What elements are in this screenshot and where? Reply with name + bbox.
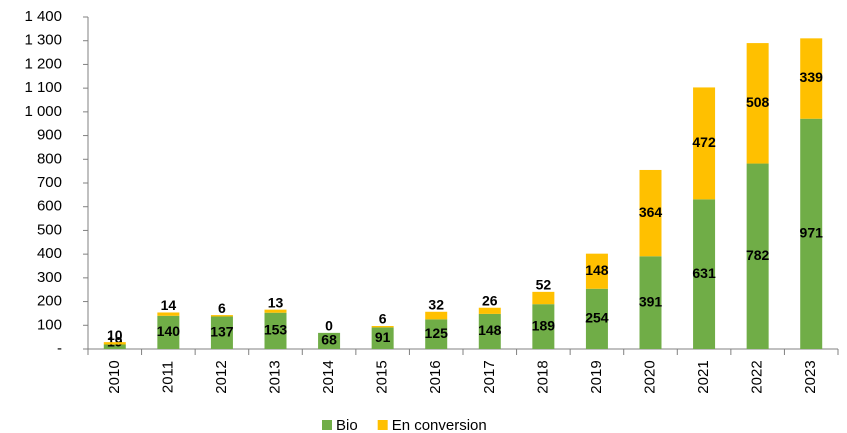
value-label: 148 — [478, 322, 502, 338]
y-tick-label: 1 100 — [24, 79, 62, 96]
x-tick-label: 2016 — [427, 360, 444, 393]
value-label: 140 — [157, 323, 181, 339]
x-tick-label: 2021 — [695, 360, 712, 393]
y-tick-label: 1 000 — [24, 103, 62, 120]
y-tick-label: 1 300 — [24, 32, 62, 49]
value-label: 6 — [379, 311, 387, 327]
x-tick-label: 2017 — [481, 360, 498, 393]
x-tick-label: 2018 — [534, 360, 551, 393]
bar-segment — [210, 315, 233, 317]
bar-segment — [746, 163, 769, 349]
x-tick-label: 2020 — [641, 360, 658, 393]
value-label: 14 — [161, 297, 177, 313]
bar-segment — [264, 309, 287, 313]
bar-segment — [800, 118, 823, 349]
legend-swatch — [322, 420, 332, 430]
value-label: 391 — [639, 293, 663, 309]
y-tick-label: 700 — [37, 174, 62, 191]
value-label: 137 — [210, 323, 234, 339]
value-label: 631 — [692, 265, 716, 281]
bar-segment — [693, 87, 716, 200]
bar-segment — [585, 253, 608, 289]
x-tick-label: 2010 — [106, 360, 123, 393]
value-label: 254 — [585, 310, 609, 326]
x-tick-label: 2014 — [320, 360, 337, 393]
bar-segment — [478, 313, 501, 349]
legend-label: En conversion — [392, 417, 487, 433]
legend-swatch — [377, 420, 388, 430]
bar-segment — [639, 256, 662, 349]
bar-segment — [746, 43, 769, 164]
y-tick-label: 100 — [37, 316, 62, 333]
bar-segment — [210, 316, 233, 349]
x-tick-label: 2013 — [266, 360, 283, 393]
value-label: 153 — [264, 322, 288, 338]
value-label: 125 — [425, 325, 449, 341]
x-tick-label: 2011 — [159, 361, 176, 393]
y-tick-label: 600 — [37, 198, 62, 215]
x-tick-label: 2012 — [213, 360, 230, 393]
value-label: 971 — [800, 225, 824, 241]
y-tick-label: 400 — [37, 245, 62, 262]
bar-segment — [157, 315, 180, 349]
bar-segment — [532, 304, 555, 349]
value-label: 508 — [746, 94, 770, 110]
bar-segment — [103, 344, 126, 349]
bar-segment — [103, 342, 126, 345]
bar-segment — [371, 327, 394, 349]
value-label: 189 — [532, 317, 556, 333]
value-label: 339 — [800, 69, 824, 85]
bar-segment — [425, 311, 448, 320]
y-tick-label: 200 — [37, 293, 62, 310]
bar-segment — [639, 169, 662, 257]
value-label: 472 — [692, 134, 716, 150]
value-label: 68 — [321, 332, 337, 348]
value-label: 13 — [268, 294, 284, 310]
value-label: 782 — [746, 247, 770, 263]
bar-segment — [532, 291, 555, 305]
value-label: 26 — [482, 292, 498, 308]
value-label: 10 — [107, 327, 123, 343]
y-tick-label: 500 — [37, 221, 62, 238]
x-tick-label: 2023 — [802, 360, 819, 393]
value-label: 52 — [536, 277, 552, 293]
value-label: 19 — [107, 334, 123, 350]
y-tick-label: 800 — [37, 150, 62, 167]
value-label: 0 — [325, 318, 333, 334]
bar-segment — [264, 312, 287, 349]
x-tick-label: 2022 — [749, 360, 766, 393]
legend-label: Bio — [336, 417, 358, 433]
x-tick-label: 2015 — [374, 360, 391, 393]
bar-segment — [585, 288, 608, 349]
value-label: 364 — [639, 204, 663, 220]
y-tick-label: 1 400 — [24, 8, 62, 25]
x-tick-label: 2019 — [588, 360, 605, 393]
bar-segment — [157, 312, 180, 316]
bar-segment — [425, 319, 448, 349]
y-tick-label: 1 200 — [24, 55, 62, 72]
y-tick-label: 900 — [37, 127, 62, 144]
bar-segment — [318, 332, 341, 349]
y-tick-label: 300 — [37, 269, 62, 286]
bar-segment — [371, 325, 394, 328]
value-label: 32 — [428, 296, 444, 312]
bar-segment — [693, 199, 716, 349]
y-tick-label: - — [57, 340, 62, 357]
bar-segment — [478, 307, 501, 314]
bar-segment — [800, 38, 823, 119]
value-label: 6 — [218, 300, 226, 316]
value-label: 148 — [585, 262, 609, 278]
value-label: 91 — [375, 329, 391, 345]
